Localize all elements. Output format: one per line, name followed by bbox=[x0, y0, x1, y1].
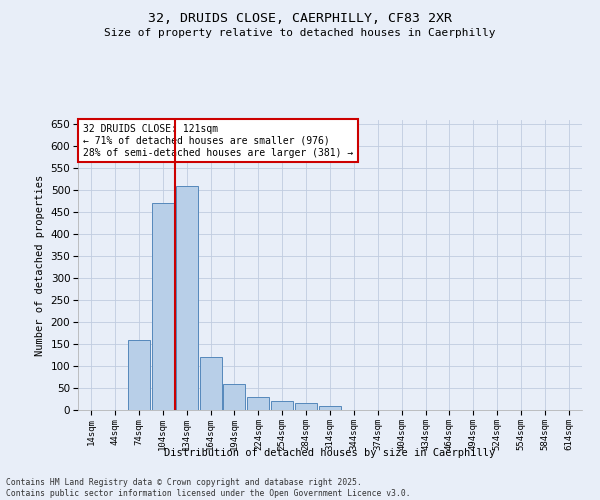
Bar bbox=[200, 358, 221, 410]
Bar bbox=[176, 186, 197, 410]
Bar bbox=[271, 401, 293, 410]
Bar bbox=[128, 340, 150, 410]
Bar bbox=[247, 397, 269, 410]
Bar bbox=[152, 204, 174, 410]
Text: Distribution of detached houses by size in Caerphilly: Distribution of detached houses by size … bbox=[164, 448, 496, 458]
Text: Contains HM Land Registry data © Crown copyright and database right 2025.
Contai: Contains HM Land Registry data © Crown c… bbox=[6, 478, 410, 498]
Bar bbox=[319, 406, 341, 410]
Text: 32 DRUIDS CLOSE: 121sqm
← 71% of detached houses are smaller (976)
28% of semi-d: 32 DRUIDS CLOSE: 121sqm ← 71% of detache… bbox=[83, 124, 353, 158]
Text: 32, DRUIDS CLOSE, CAERPHILLY, CF83 2XR: 32, DRUIDS CLOSE, CAERPHILLY, CF83 2XR bbox=[148, 12, 452, 26]
Bar bbox=[223, 384, 245, 410]
Text: Size of property relative to detached houses in Caerphilly: Size of property relative to detached ho… bbox=[104, 28, 496, 38]
Y-axis label: Number of detached properties: Number of detached properties bbox=[35, 174, 45, 356]
Bar bbox=[295, 404, 317, 410]
